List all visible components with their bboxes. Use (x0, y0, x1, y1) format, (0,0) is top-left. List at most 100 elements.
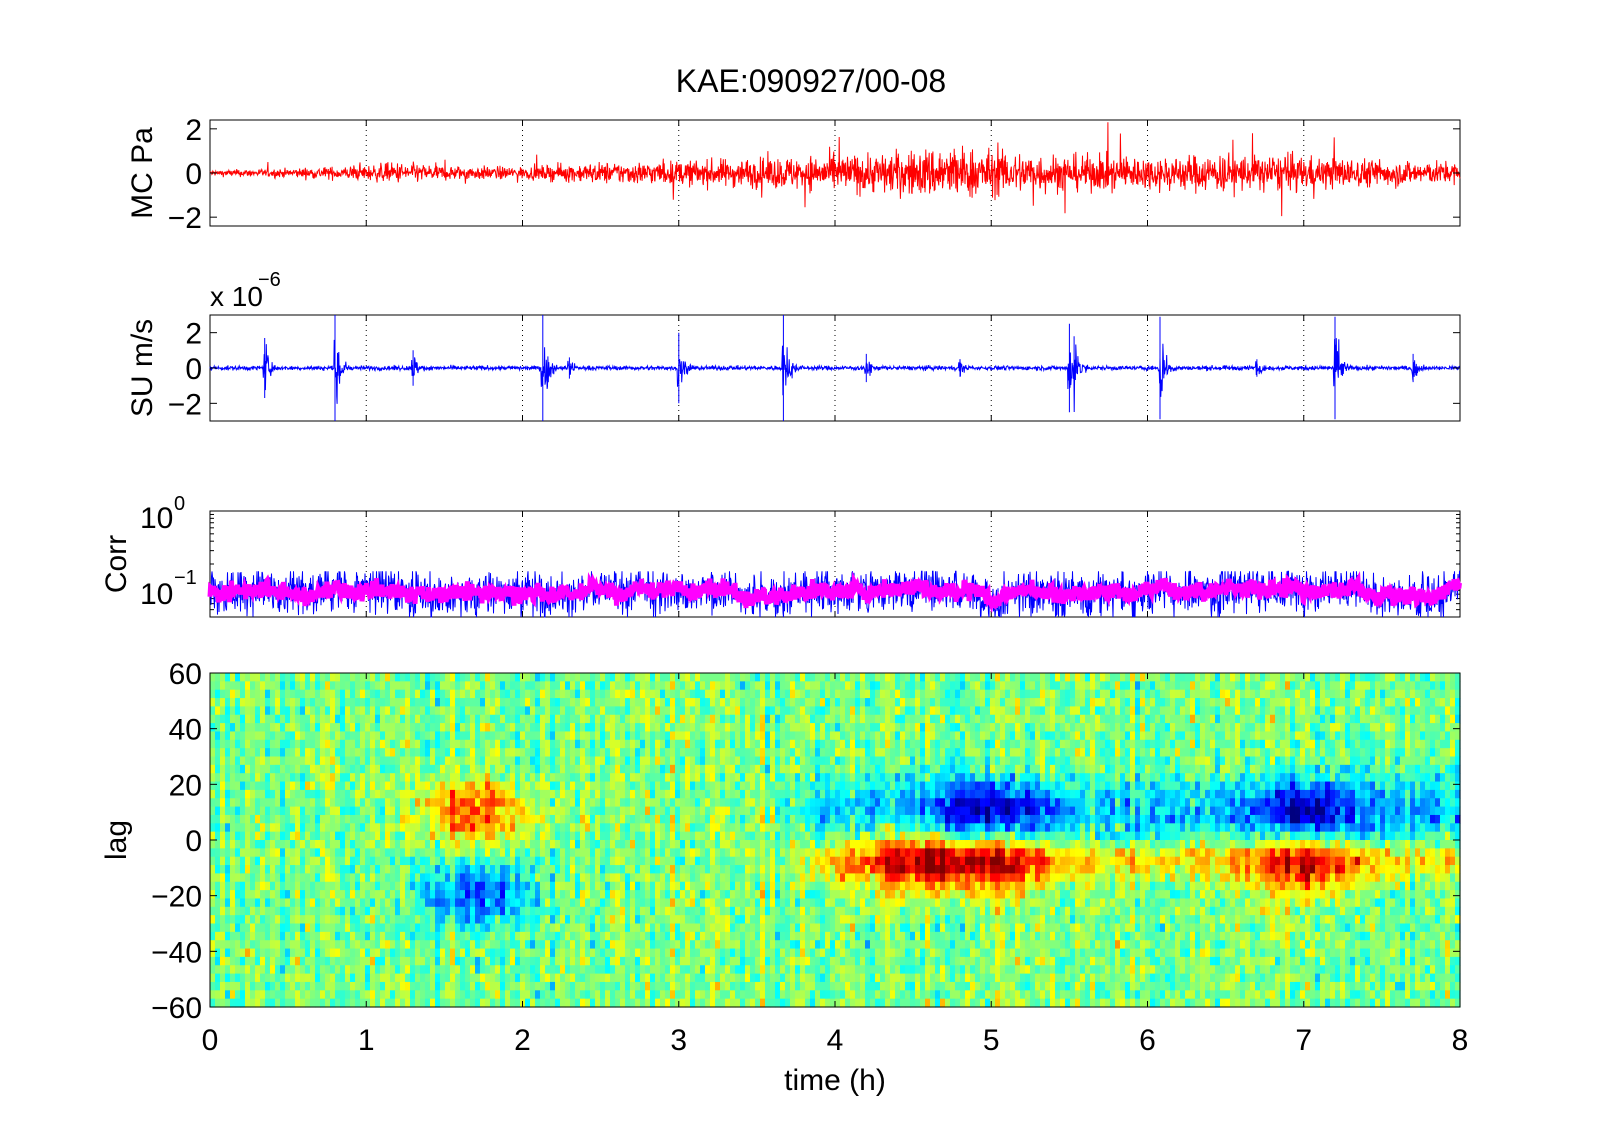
heatmap-cell (325, 848, 331, 858)
heatmap-cell (760, 940, 766, 950)
heatmap-cell (300, 689, 306, 699)
heatmap-cell (440, 748, 446, 758)
heatmap-cell (370, 898, 376, 908)
heatmap-cell (250, 898, 256, 908)
heatmap-cell (740, 873, 746, 883)
heatmap-cell (480, 865, 486, 874)
heatmap-cell (610, 931, 616, 941)
heatmap-cell (355, 990, 361, 1000)
heatmap-cell (465, 906, 471, 916)
heatmap-cell (240, 840, 246, 849)
heatmap-cell (685, 814, 691, 824)
heatmap-cell (400, 956, 406, 966)
heatmap-cell (715, 948, 721, 958)
heatmap-cell (425, 789, 431, 799)
heatmap-cell (245, 831, 251, 841)
heatmap-cell (765, 898, 771, 908)
heatmap-cell (435, 973, 441, 983)
heatmap-cell (545, 723, 551, 733)
heatmap-cell (440, 806, 446, 816)
heatmap-cell (445, 814, 451, 824)
heatmap-cell (730, 764, 736, 774)
heatmap-cell (570, 723, 576, 733)
heatmap-cell (655, 773, 661, 783)
heatmap-cell (620, 756, 626, 766)
heatmap-cell (360, 831, 366, 841)
heatmap-cell (735, 890, 741, 900)
heatmap-cell (420, 915, 426, 925)
heatmap-cell (400, 856, 406, 866)
heatmap-cell (615, 940, 621, 950)
heatmap-cell (565, 873, 571, 883)
heatmap-cell (380, 773, 386, 783)
heatmap-cell (395, 998, 401, 1008)
heatmap-cell (470, 998, 476, 1008)
heatmap-cell (225, 673, 231, 682)
heatmap-cell (435, 781, 441, 791)
heatmap-cell (630, 689, 636, 699)
heatmap-cell (260, 806, 266, 816)
heatmap-cell (750, 990, 756, 1000)
heatmap-cell (715, 881, 721, 891)
heatmap-cell (390, 756, 396, 766)
heatmap-cell (275, 756, 281, 766)
heatmap-cell (410, 865, 416, 874)
heatmap-cell (510, 931, 516, 941)
heatmap-cell (580, 906, 586, 916)
heatmap-cell (575, 873, 581, 883)
heatmap-cell (445, 773, 451, 783)
heatmap-cell (565, 906, 571, 916)
heatmap-cell (615, 840, 621, 849)
heatmap-cell (245, 714, 251, 724)
heatmap-cell (440, 848, 446, 858)
heatmap-cell (620, 798, 626, 808)
heatmap-cell (490, 981, 496, 991)
heatmap-cell (530, 706, 536, 716)
heatmap-cell (745, 973, 751, 983)
heatmap-cell (455, 865, 461, 874)
heatmap-cell (325, 773, 331, 783)
heatmap-cell (420, 673, 426, 682)
heatmap-cell (795, 956, 801, 966)
heatmap-cell (760, 906, 766, 916)
heatmap-cell (590, 698, 596, 707)
heatmap-cell (570, 923, 576, 933)
heatmap-cell (465, 881, 471, 891)
heatmap-cell (480, 998, 486, 1008)
heatmap-cell (630, 890, 636, 900)
heatmap-cell (660, 873, 666, 883)
heatmap-cell (810, 931, 816, 941)
heatmap-cell (775, 798, 781, 808)
heatmap-cell (265, 706, 271, 716)
heatmap-cell (225, 948, 231, 958)
heatmap-cell (690, 698, 696, 707)
heatmap-cell (615, 798, 621, 808)
heatmap-cell (225, 848, 231, 858)
heatmap-cell (435, 764, 441, 774)
heatmap-cell (210, 981, 216, 991)
heatmap-cell (635, 890, 641, 900)
heatmap-cell (735, 965, 741, 975)
heatmap-cell (670, 915, 676, 925)
heatmap-cell (680, 890, 686, 900)
heatmap-cell (685, 781, 691, 791)
heatmap-cell (310, 706, 316, 716)
heatmap-cell (210, 990, 216, 1000)
heatmap-cell (320, 756, 326, 766)
heatmap-cell (785, 706, 791, 716)
heatmap-cell (785, 965, 791, 975)
heatmap-cell (570, 856, 576, 866)
heatmap-cell (505, 940, 511, 950)
heatmap-cell (595, 981, 601, 991)
heatmap-cell (315, 689, 321, 699)
heatmap-cell (305, 673, 311, 682)
heatmap-cell (555, 956, 561, 966)
heatmap-cell (320, 915, 326, 925)
heatmap-cell (225, 681, 231, 691)
heatmap-cell (425, 723, 431, 733)
heatmap-cell (525, 823, 531, 833)
heatmap-cell (775, 673, 781, 682)
heatmap-cell (715, 723, 721, 733)
heatmap-cell (425, 856, 431, 866)
heatmap-cell (685, 898, 691, 908)
